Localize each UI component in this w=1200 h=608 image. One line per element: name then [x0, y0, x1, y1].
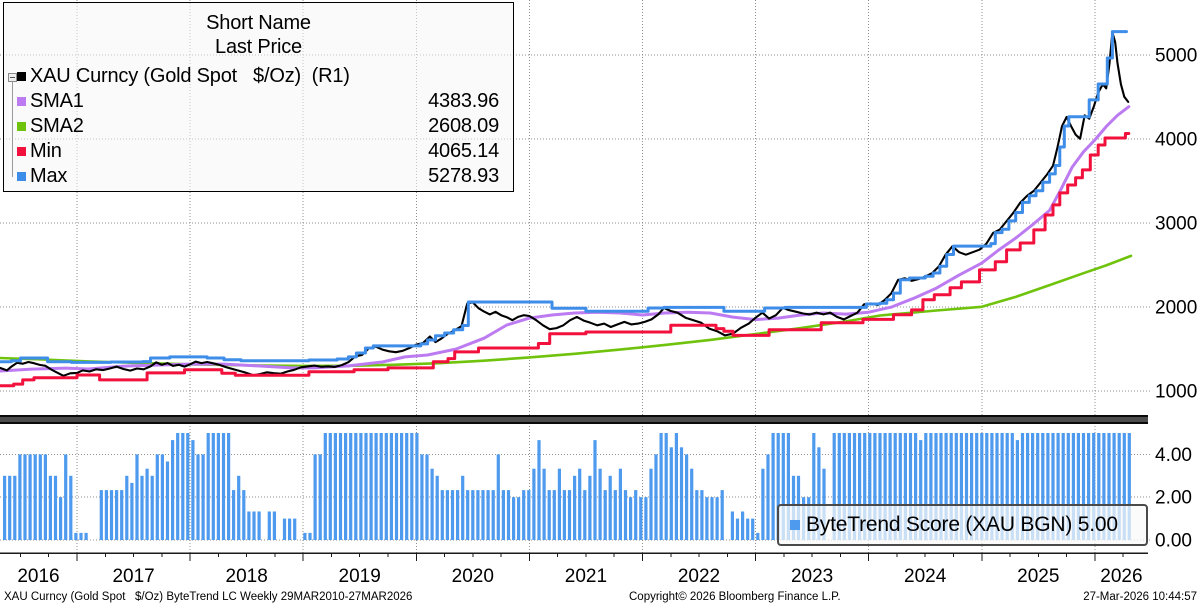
series-min-line	[0, 132, 1131, 388]
legend-row-min[interactable]: Min 4065.14	[4, 139, 513, 164]
series-xau-curncy-last-price-line	[0, 31, 1130, 377]
bytetrend-legend-label: ByteTrend Score (XAU BGN) 5.00	[806, 513, 1118, 536]
legend-label: XAU Curncy (Gold Spot $/Oz) (R1)	[30, 65, 350, 87]
legend-row-sma2[interactable]: SMA2 2608.09	[4, 114, 513, 139]
legend-label: SMA2	[30, 115, 84, 137]
legend-label: Min	[30, 140, 62, 162]
bytetrend-legend[interactable]: ByteTrend Score (XAU BGN) 5.00	[777, 504, 1148, 546]
status-chart-description: XAU Curncy (Gold Spot $/Oz) ByteTrend LC…	[4, 591, 413, 603]
status-copyright: Copyright© 2026 Bloomberg Finance L.P.	[629, 591, 841, 603]
x-tick-label: 2019	[339, 566, 381, 587]
legend-header-last-price: Last Price	[215, 36, 302, 58]
legend-header-short-name: Short Name	[206, 12, 311, 34]
legend-value: 5278.93	[428, 165, 499, 187]
legend-label: Max	[30, 165, 68, 187]
y-tick-label: 5000	[1155, 46, 1197, 67]
x-tick-label: 2024	[904, 566, 947, 587]
legend-value: 4383.96	[428, 90, 499, 112]
legend-row-sma1[interactable]: SMA1 4383.96	[4, 89, 513, 114]
x-tick-label: 2016	[17, 566, 59, 587]
y-tick-label: 2000	[1155, 298, 1197, 319]
y-axis-labels: 1000 2000 3000 4000 5000 0.00 2.00 4.00	[1155, 46, 1197, 552]
x-tick-label: 2025	[1017, 566, 1059, 587]
legend-tree-line	[12, 82, 13, 177]
legend-row-xau[interactable]: XAU Curncy (Gold Spot $/Oz) (R1)	[4, 64, 513, 89]
sub-y-tick-label: 0.00	[1155, 531, 1192, 552]
xau-series-marker-icon	[17, 72, 26, 81]
legend-row-max[interactable]: Max 5278.93	[4, 164, 513, 189]
status-bar: XAU Curncy (Gold Spot $/Oz) ByteTrend LC…	[0, 589, 1200, 608]
x-tick-label: 2020	[452, 566, 494, 587]
series-max-line	[0, 30, 1128, 364]
y-tick-label: 1000	[1155, 382, 1197, 403]
x-tick-label: 2023	[791, 566, 833, 587]
legend-rows: XAU Curncy (Gold Spot $/Oz) (R1) SMA1 43…	[4, 64, 513, 189]
min-series-marker-icon	[17, 147, 26, 156]
grid-layer	[0, 0, 1150, 553]
x-tick-label: 2026	[1100, 566, 1142, 587]
sma2-series-marker-icon	[17, 122, 26, 131]
legend-label: SMA1	[30, 90, 84, 112]
legend-value: 2608.09	[428, 115, 499, 137]
x-axis: 2016 2017 2018 2019 2020 2021 2022 2023 2024 2025…	[0, 552, 1148, 587]
sub-y-tick-label: 4.00	[1155, 445, 1192, 466]
bytetrend-bars	[3, 433, 1131, 541]
y-tick-label: 3000	[1155, 214, 1197, 235]
legend-value: 4065.14	[428, 140, 499, 162]
bytetrend-marker-icon	[790, 520, 800, 530]
x-tick-label: 2017	[112, 566, 154, 587]
main-legend[interactable]: Short Name Last Price XAU Curncy (Gold S…	[3, 2, 514, 192]
y-tick-label: 4000	[1155, 130, 1197, 151]
panel-divider[interactable]	[0, 415, 1148, 424]
sma1-series-marker-icon	[17, 97, 26, 106]
status-timestamp: 27-Mar-2026 10:44:57	[1083, 591, 1197, 603]
sub-y-tick-label: 2.00	[1155, 488, 1192, 509]
legend-collapse-icon[interactable]	[8, 73, 17, 82]
x-tick-label: 2021	[565, 566, 607, 587]
x-tick-label: 2018	[226, 566, 268, 587]
x-tick-label: 2022	[678, 566, 720, 587]
max-series-marker-icon	[17, 172, 26, 181]
